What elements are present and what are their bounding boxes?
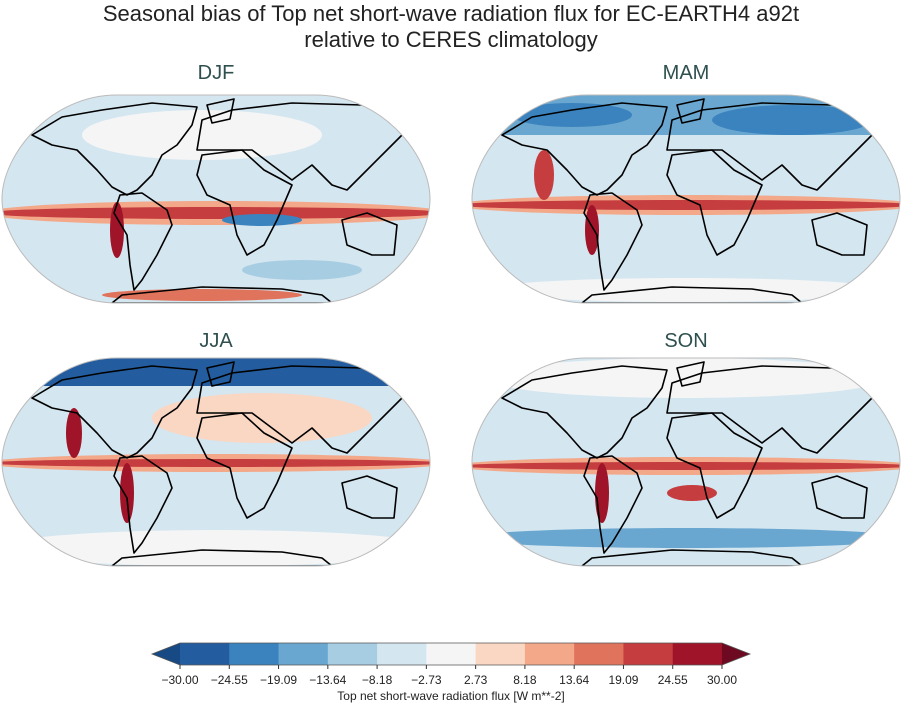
- field-patch: [595, 463, 609, 523]
- map-field: [472, 358, 900, 566]
- map-field: [472, 95, 900, 303]
- title-line: relative to CERES climatology: [304, 27, 597, 52]
- panel-title: SON: [664, 330, 707, 352]
- map-field: [2, 358, 430, 566]
- map-panel: [471, 357, 901, 567]
- field-patch: [120, 463, 134, 523]
- colorbar-segment: [426, 643, 477, 665]
- colorbar-segment: [278, 643, 329, 665]
- map-panel: [471, 94, 901, 304]
- colorbar-segment: [475, 643, 526, 665]
- field-patch: [82, 110, 322, 160]
- field-patch: [472, 462, 900, 470]
- colorbar-tick-label: −19.09: [260, 673, 297, 687]
- field-patch: [712, 105, 872, 135]
- colorbar-extend-low: [152, 643, 180, 665]
- field-patch: [2, 207, 430, 219]
- colorbar-segment: [623, 643, 674, 665]
- title-line: Seasonal bias of Top net short-wave radi…: [103, 1, 799, 26]
- colorbar-tick-label: −13.64: [309, 673, 346, 687]
- colorbar-tick-label: 13.64: [559, 673, 589, 687]
- field-patch: [222, 214, 302, 226]
- colorbar-tick-label: 2.73: [464, 673, 488, 687]
- colorbar-segment: [524, 643, 575, 665]
- colorbar-tick-label: −24.55: [211, 673, 248, 687]
- map-panel: [1, 357, 431, 567]
- field-patch: [242, 260, 362, 280]
- field-patch: [472, 200, 900, 210]
- field-patch: [534, 150, 554, 200]
- field-patch: [585, 205, 599, 255]
- colorbar-tick-label: −30.00: [161, 673, 198, 687]
- colorbar-segment: [377, 643, 427, 665]
- colorbar-segment: [672, 643, 723, 665]
- map-panel: [1, 94, 431, 304]
- map-field: [2, 95, 430, 303]
- colorbar-tick-label: −2.73: [411, 673, 442, 687]
- field-patch: [102, 289, 302, 301]
- field-patch: [2, 358, 430, 386]
- field-patch: [486, 278, 886, 302]
- colorbar-tick-label: 19.09: [608, 673, 638, 687]
- field-patch: [66, 408, 82, 458]
- colorbar-segment: [327, 643, 378, 665]
- colorbar-tick-label: −8.18: [362, 673, 393, 687]
- field-patch: [152, 393, 372, 443]
- colorbar-tick-label: 8.18: [513, 673, 537, 687]
- colorbar-segment: [180, 643, 230, 665]
- field-patch: [2, 530, 430, 566]
- field-patch: [2, 459, 430, 467]
- colorbar: −30.00 −24.55 −19.09 −13.64 −8.18 −2.73 2.73 8.…: [150, 642, 752, 687]
- colorbar-segment: [229, 643, 280, 665]
- colorbar-segment: [574, 643, 624, 665]
- field-patch: [667, 485, 717, 501]
- colorbar-label: Top net short-wave radiation flux [W m**…: [337, 689, 564, 703]
- panel-title: MAM: [663, 62, 710, 84]
- colorbar-extend-high: [722, 643, 750, 665]
- field-patch: [512, 103, 632, 127]
- field-patch: [472, 528, 900, 548]
- field-patch: [110, 202, 124, 258]
- panel-title: DJF: [198, 62, 235, 84]
- colorbar-tick-label: 30.00: [707, 673, 737, 687]
- panel-title: JJA: [199, 330, 233, 352]
- colorbar-tick-label: 24.55: [658, 673, 688, 687]
